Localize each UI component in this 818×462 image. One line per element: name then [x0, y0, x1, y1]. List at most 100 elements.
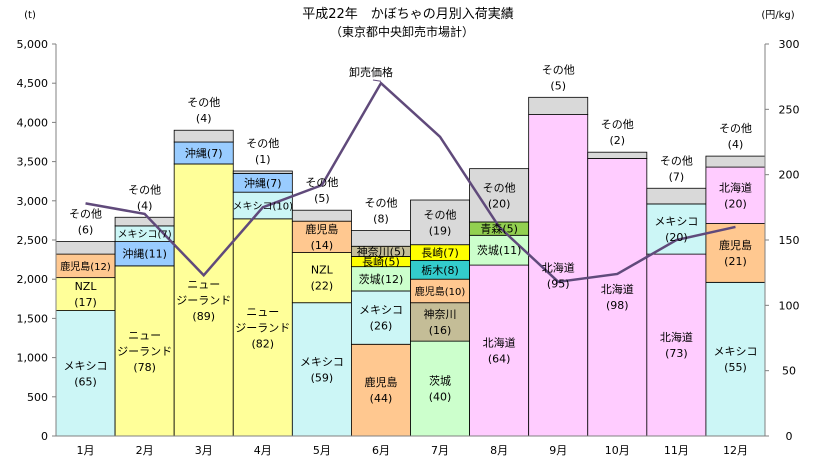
bar-segment	[587, 151, 648, 159]
month-label: 12月	[723, 444, 748, 457]
segment-label: 栃木(8)	[421, 263, 459, 277]
other-label: (4)	[137, 199, 153, 212]
segment-label: 長崎(7)	[421, 246, 459, 260]
segment-label: (65)	[74, 375, 97, 388]
bar-segment	[410, 340, 470, 437]
bar-segment	[291, 252, 352, 304]
other-label: その他	[601, 118, 634, 131]
segment-label: NZL	[75, 280, 98, 293]
price-line	[85, 81, 736, 284]
month-label: 1月	[77, 444, 95, 457]
other-label: (4)	[196, 112, 212, 125]
segment-label: 鹿児島	[305, 222, 338, 236]
segment-label: (17)	[74, 296, 97, 309]
segment-label: メキシコ(10)	[233, 202, 294, 213]
left-tick-label: 1,500	[17, 312, 49, 325]
segment-label: メキシコ	[713, 345, 757, 358]
bar-segment	[55, 277, 116, 311]
other-label: (4)	[728, 138, 744, 151]
segment-label: (22)	[311, 280, 334, 293]
segment-label: (55)	[724, 361, 747, 374]
segment-label: (40)	[429, 391, 452, 404]
bar-segment	[587, 158, 648, 437]
segment-label: 青森(5)	[480, 222, 518, 236]
bar-segment	[351, 343, 411, 437]
segment-label: (64)	[488, 353, 511, 366]
month-label: 9月	[549, 444, 567, 457]
right-tick-label: 150	[779, 234, 800, 247]
segment-label: その他	[483, 181, 516, 194]
bar-segment	[291, 209, 352, 222]
left-tick-label: 4,000	[17, 116, 49, 129]
bar-segment	[410, 199, 470, 246]
segment-label: ジーランド	[235, 321, 290, 334]
segment-label: 沖縄(7)	[244, 176, 282, 190]
segment-label: 神奈川(5)	[357, 244, 406, 258]
other-label: (5)	[550, 79, 566, 92]
segment-label: 茨城(11)	[477, 243, 522, 257]
segment-label: 長崎(5)	[362, 255, 400, 269]
other-label: (1)	[255, 153, 271, 166]
segment-label: (14)	[311, 239, 334, 252]
month-label: 10月	[605, 444, 630, 457]
segment-label: 沖縄(7)	[185, 146, 223, 160]
bar-segment	[232, 191, 293, 220]
segment-label: (82)	[251, 337, 274, 350]
bar-segment	[114, 241, 175, 267]
left-tick-label: 2,000	[17, 273, 49, 286]
segment-label: 神奈川	[424, 307, 457, 321]
chart-axes: 05001,0001,5002,0002,5003,0003,5004,0004…	[17, 38, 800, 457]
segment-label: 北海道	[542, 260, 575, 274]
other-label: その他	[719, 122, 752, 135]
segment-label: メキシコ	[300, 355, 344, 368]
segment-label: メキシコ	[359, 304, 403, 317]
right-tick-label: 200	[779, 169, 800, 182]
segment-label: (95)	[547, 277, 570, 290]
other-label: (5)	[314, 192, 330, 205]
other-label: その他	[542, 63, 575, 76]
segment-label: ニュー	[128, 329, 161, 342]
segment-label: (20)	[724, 197, 747, 210]
price-series-label: 卸売価格	[349, 65, 393, 79]
segment-label: 鹿児島(12)	[60, 260, 111, 273]
bar-segment	[55, 241, 116, 255]
other-label: その他	[305, 176, 338, 189]
segment-label: (98)	[606, 299, 629, 312]
bar-stacks	[55, 96, 766, 437]
segment-label: 北海道	[660, 330, 693, 344]
other-label: その他	[69, 208, 102, 221]
right-tick-label: 250	[779, 103, 800, 116]
segment-label: 鹿児島(10)	[415, 285, 466, 298]
bar-segment	[351, 230, 411, 247]
segment-label: ニュー	[246, 305, 279, 318]
segment-label: (20)	[665, 231, 688, 244]
segment-label: 北海道	[483, 336, 516, 350]
segment-label: (26)	[370, 320, 393, 333]
bar-segment	[469, 234, 530, 266]
month-label: 6月	[372, 444, 390, 457]
month-label: 3月	[195, 444, 213, 457]
segment-label: メキシコ	[64, 359, 108, 372]
month-label: 4月	[254, 444, 272, 457]
month-label: 8月	[490, 444, 508, 457]
price-line-group: 卸売価格	[85, 65, 736, 284]
bar-segment	[646, 203, 707, 255]
chart-subtitle: （東京都中央卸売市場計）	[330, 24, 474, 39]
bar-segment	[705, 223, 766, 283]
bar-segment	[351, 290, 411, 345]
segment-label: 鹿児島	[719, 238, 752, 252]
segment-label: (78)	[133, 361, 156, 374]
month-label: 2月	[136, 444, 154, 457]
segment-label: (21)	[724, 255, 747, 268]
segment-label: 茨城	[429, 374, 451, 388]
left-tick-label: 4,500	[17, 77, 49, 90]
price-leader	[372, 79, 382, 82]
segment-label: 北海道	[601, 282, 634, 296]
bar-segment	[705, 155, 766, 168]
segment-label: (44)	[370, 392, 393, 405]
segment-label: ニュー	[187, 278, 220, 291]
month-label: 11月	[664, 444, 689, 457]
segment-label: 北海道	[719, 180, 752, 194]
segment-label: メキシコ(7)	[118, 230, 172, 241]
segment-label: 茨城(12)	[359, 272, 404, 286]
